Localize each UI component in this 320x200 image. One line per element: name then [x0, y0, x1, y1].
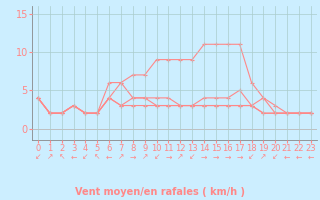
Text: ↖: ↖: [94, 152, 100, 162]
Text: →: →: [225, 152, 231, 162]
Text: ←: ←: [106, 152, 112, 162]
Text: ↗: ↗: [118, 152, 124, 162]
Text: ←: ←: [284, 152, 290, 162]
Text: ←: ←: [308, 152, 314, 162]
Text: ←: ←: [70, 152, 77, 162]
Text: ↗: ↗: [47, 152, 53, 162]
Text: ↙: ↙: [272, 152, 278, 162]
Text: ↙: ↙: [153, 152, 160, 162]
Text: ↙: ↙: [248, 152, 255, 162]
Text: ↗: ↗: [260, 152, 267, 162]
Text: ←: ←: [296, 152, 302, 162]
Text: Vent moyen/en rafales ( km/h ): Vent moyen/en rafales ( km/h ): [75, 187, 245, 197]
Text: →: →: [165, 152, 172, 162]
Text: ↖: ↖: [59, 152, 65, 162]
Text: ↙: ↙: [82, 152, 89, 162]
Text: →: →: [236, 152, 243, 162]
Text: ↗: ↗: [177, 152, 184, 162]
Text: →: →: [201, 152, 207, 162]
Text: ↙: ↙: [189, 152, 196, 162]
Text: →: →: [130, 152, 136, 162]
Text: ↗: ↗: [141, 152, 148, 162]
Text: →: →: [213, 152, 219, 162]
Text: ↙: ↙: [35, 152, 41, 162]
